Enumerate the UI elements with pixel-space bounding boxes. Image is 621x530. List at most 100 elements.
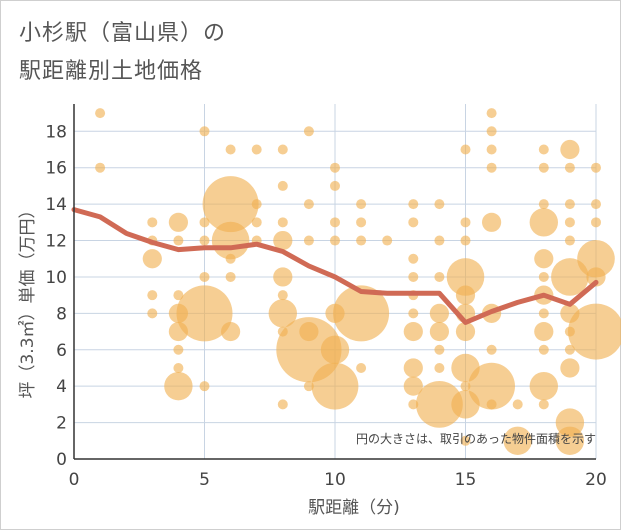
data-bubble — [199, 126, 210, 137]
data-bubble — [199, 381, 210, 392]
data-bubble — [460, 217, 471, 228]
data-bubble — [147, 217, 158, 228]
data-bubble — [403, 358, 423, 378]
data-bubble — [538, 344, 549, 355]
data-bubble — [486, 344, 497, 355]
data-bubble — [303, 199, 314, 210]
data-bubble — [142, 249, 162, 269]
x-tick-label: 20 — [585, 470, 607, 490]
data-bubble — [225, 144, 236, 155]
data-bubble — [173, 235, 184, 246]
data-bubble — [273, 267, 293, 287]
data-bubble — [333, 285, 390, 342]
data-bubble — [460, 381, 471, 392]
data-bubble — [534, 321, 554, 342]
data-bubble — [356, 199, 367, 210]
data-bubble — [403, 321, 423, 342]
data-bubble — [330, 217, 340, 228]
data-bubble — [330, 180, 340, 191]
data-bubble — [408, 399, 419, 410]
size-note: 円の大きさは、取引のあった物件面積を示す — [356, 431, 596, 446]
data-bubble — [455, 285, 476, 305]
data-bubble — [408, 199, 419, 210]
data-bubble — [564, 162, 575, 173]
data-bubble — [173, 344, 184, 355]
data-bubble — [564, 326, 575, 337]
data-bubble — [251, 144, 262, 155]
chart-title-line1: 小杉駅（富山県）の — [19, 21, 227, 46]
data-bubble — [560, 303, 580, 323]
y-tick-label: 16 — [45, 159, 67, 179]
y-tick-label: 18 — [45, 122, 67, 142]
data-bubble — [168, 212, 188, 232]
data-bubble — [299, 321, 319, 342]
data-bubble — [356, 362, 367, 373]
data-bubble — [455, 321, 476, 342]
data-bubble — [460, 144, 471, 155]
data-bubble — [538, 308, 549, 319]
data-bubble — [551, 258, 589, 296]
data-bubble — [434, 362, 445, 373]
data-bubble — [173, 290, 184, 301]
y-axis-label: 坪（3.3㎡）単価（万円） — [18, 201, 38, 398]
data-bubble — [560, 139, 580, 160]
data-bubble — [408, 308, 419, 319]
data-bubble — [303, 126, 314, 137]
data-bubble — [429, 303, 449, 323]
data-bubble — [568, 303, 621, 360]
data-bubble — [273, 230, 293, 251]
data-bubble — [408, 253, 419, 264]
trend-layer — [71, 207, 599, 325]
axes: 0 2 4 6 8 10 12 14 16 18 0 5 10 15 20 — [45, 104, 607, 490]
data-bubble — [486, 162, 497, 173]
data-bubble — [221, 321, 241, 342]
data-bubble — [320, 335, 350, 364]
data-bubble — [451, 390, 480, 419]
data-bubble — [168, 303, 188, 323]
data-bubble — [268, 299, 297, 328]
data-bubble — [564, 217, 575, 228]
data-bubble — [577, 239, 615, 278]
data-bubble — [591, 217, 601, 228]
data-bubble — [460, 435, 471, 446]
data-bubble — [486, 399, 497, 410]
data-bubble — [486, 126, 497, 137]
y-tick-label: 4 — [56, 377, 67, 397]
x-tick-label: 5 — [199, 470, 210, 490]
x-tick-label: 10 — [324, 470, 346, 490]
data-bubble — [529, 208, 558, 237]
y-tick-label: 10 — [45, 268, 67, 288]
data-bubble — [564, 344, 575, 355]
data-bubble — [95, 162, 106, 173]
data-bubble — [251, 217, 262, 228]
data-bubble — [277, 144, 288, 155]
data-bubble — [173, 362, 184, 373]
y-tick-label: 8 — [56, 304, 67, 324]
data-bubble — [330, 235, 340, 246]
data-bubble — [199, 271, 210, 282]
data-bubble — [303, 235, 314, 246]
data-bubble — [534, 249, 554, 269]
data-bubble — [434, 344, 445, 355]
x-tick-label: 15 — [455, 470, 477, 490]
data-bubble — [564, 235, 575, 246]
data-bubble — [538, 271, 549, 282]
data-bubble — [176, 285, 233, 342]
average-price-line — [71, 207, 599, 325]
data-bubble — [538, 162, 549, 173]
data-bubble — [538, 199, 549, 210]
data-bubble — [311, 362, 359, 410]
bubble-layer — [95, 108, 621, 455]
data-bubble — [168, 321, 188, 342]
data-bubble — [486, 108, 497, 119]
data-bubble — [591, 162, 601, 173]
data-bubble — [202, 176, 259, 233]
data-bubble — [468, 362, 515, 410]
chart-title-line2: 駅距離別土地価格 — [19, 59, 204, 84]
data-bubble — [382, 235, 393, 246]
data-bubble — [251, 199, 262, 210]
data-bubble — [330, 162, 340, 173]
data-bubble — [147, 290, 158, 301]
data-bubble — [403, 376, 423, 396]
data-bubble — [211, 221, 250, 260]
